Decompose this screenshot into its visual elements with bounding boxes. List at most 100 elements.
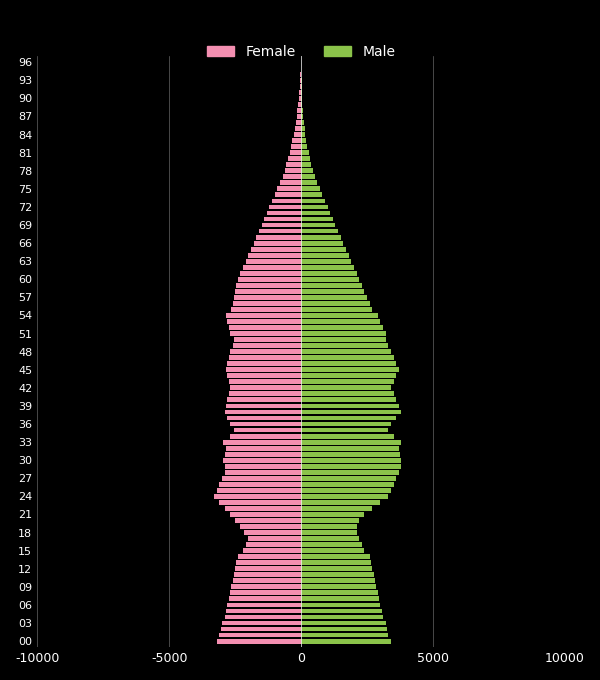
Bar: [241, 271, 301, 275]
Bar: [256, 235, 301, 239]
Bar: [301, 96, 302, 101]
Bar: [301, 403, 399, 409]
Bar: [226, 445, 301, 451]
Bar: [301, 277, 359, 282]
Bar: [244, 530, 301, 535]
Bar: [301, 409, 401, 414]
Bar: [301, 307, 373, 312]
Bar: [301, 428, 388, 432]
Bar: [227, 319, 301, 324]
Bar: [301, 265, 354, 270]
Bar: [235, 566, 301, 571]
Bar: [301, 386, 391, 390]
Bar: [233, 301, 301, 306]
Bar: [301, 500, 380, 505]
Bar: [288, 156, 301, 161]
Bar: [235, 518, 301, 523]
Bar: [301, 180, 317, 185]
Legend: Female, Male: Female, Male: [201, 39, 401, 65]
Bar: [220, 500, 301, 505]
Bar: [301, 398, 396, 403]
Bar: [234, 428, 301, 432]
Bar: [301, 138, 307, 143]
Bar: [301, 590, 377, 595]
Bar: [243, 548, 301, 553]
Bar: [233, 579, 301, 583]
Bar: [301, 537, 359, 541]
Bar: [301, 319, 380, 324]
Bar: [301, 199, 325, 203]
Bar: [301, 530, 356, 535]
Bar: [248, 537, 301, 541]
Bar: [301, 331, 386, 336]
Bar: [299, 96, 301, 101]
Bar: [291, 144, 301, 149]
Bar: [231, 584, 301, 590]
Bar: [229, 596, 301, 601]
Bar: [301, 554, 370, 559]
Bar: [300, 78, 301, 83]
Bar: [301, 464, 401, 469]
Bar: [217, 639, 301, 643]
Bar: [301, 337, 386, 342]
Bar: [301, 415, 396, 420]
Bar: [301, 579, 375, 583]
Bar: [235, 289, 301, 294]
Bar: [301, 488, 391, 493]
Bar: [227, 602, 301, 607]
Bar: [238, 277, 301, 282]
Bar: [301, 343, 388, 348]
Bar: [301, 627, 387, 632]
Bar: [301, 373, 396, 378]
Bar: [301, 228, 338, 233]
Bar: [227, 398, 301, 403]
Bar: [214, 494, 301, 499]
Bar: [301, 445, 399, 451]
Bar: [224, 615, 301, 619]
Bar: [227, 373, 301, 378]
Bar: [227, 361, 301, 366]
Bar: [229, 392, 301, 396]
Bar: [292, 138, 301, 143]
Bar: [301, 639, 391, 643]
Bar: [301, 470, 399, 475]
Bar: [296, 120, 301, 125]
Bar: [301, 573, 374, 577]
Bar: [243, 265, 301, 270]
Bar: [301, 313, 377, 318]
Bar: [301, 271, 356, 275]
Bar: [301, 295, 367, 300]
Bar: [301, 150, 308, 155]
Bar: [301, 222, 335, 227]
Bar: [301, 325, 383, 330]
Bar: [217, 488, 301, 493]
Bar: [301, 422, 391, 426]
Bar: [286, 163, 301, 167]
Bar: [301, 289, 364, 294]
Bar: [245, 259, 301, 264]
Bar: [301, 379, 394, 384]
Bar: [301, 211, 330, 216]
Bar: [301, 602, 380, 607]
Bar: [267, 211, 301, 216]
Bar: [245, 542, 301, 547]
Bar: [283, 174, 301, 180]
Bar: [301, 596, 379, 601]
Bar: [223, 458, 301, 462]
Bar: [301, 156, 310, 161]
Bar: [234, 295, 301, 300]
Bar: [301, 108, 303, 113]
Bar: [259, 228, 301, 233]
Bar: [301, 506, 373, 511]
Bar: [301, 114, 304, 119]
Bar: [301, 512, 364, 517]
Bar: [248, 253, 301, 258]
Bar: [301, 361, 396, 366]
Bar: [301, 476, 396, 481]
Bar: [296, 114, 301, 119]
Bar: [224, 470, 301, 475]
Bar: [301, 542, 362, 547]
Bar: [272, 199, 301, 203]
Bar: [301, 494, 388, 499]
Bar: [241, 524, 301, 529]
